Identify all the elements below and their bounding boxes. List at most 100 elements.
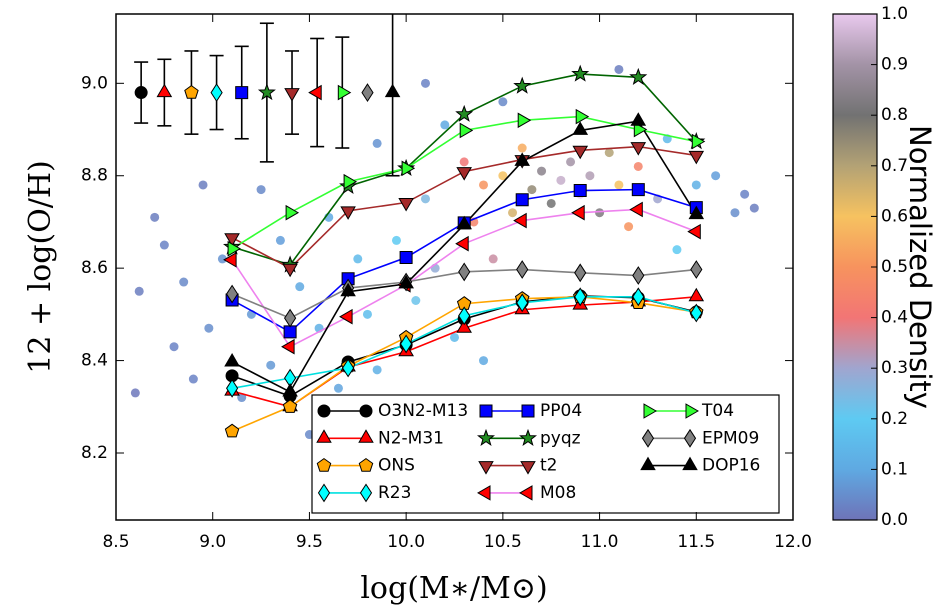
density-point: [730, 208, 740, 218]
marker: [459, 122, 474, 139]
colorbar-label: Normalized Density: [903, 125, 937, 409]
colorbar-tick-label: 0.8: [881, 105, 908, 125]
marker: [477, 428, 495, 446]
marker: [308, 84, 322, 101]
density-point: [479, 356, 489, 366]
marker: [571, 204, 585, 221]
colorbar-tick-label: 0.7: [881, 156, 908, 176]
marker: [630, 112, 647, 126]
density-point: [450, 332, 459, 342]
marker: [518, 485, 533, 501]
marker: [631, 183, 645, 197]
density-point: [256, 185, 266, 195]
marker: [571, 64, 590, 82]
y-tick-label: 8.4: [81, 351, 108, 371]
y-tick-label: 8.6: [81, 258, 108, 278]
density-point: [595, 208, 605, 218]
x-tick-label: 9.5: [296, 532, 323, 552]
marker: [224, 233, 240, 247]
density-point: [295, 282, 305, 292]
marker: [690, 303, 703, 323]
density-point: [217, 254, 227, 264]
marker: [359, 404, 373, 418]
marker: [401, 160, 416, 177]
colorbar-tick-label: 0.1: [881, 459, 908, 479]
marker: [455, 235, 469, 252]
marker: [358, 457, 374, 472]
marker: [572, 145, 589, 160]
marker: [235, 86, 249, 100]
marker: [688, 287, 705, 302]
legend-box: [311, 394, 780, 514]
x-tick-label: 9.0: [199, 532, 226, 552]
marker: [458, 306, 471, 326]
density-point: [372, 365, 382, 375]
density-point: [159, 240, 169, 250]
marker: [210, 83, 223, 103]
density-point: [130, 388, 140, 398]
marker: [513, 212, 527, 229]
legend-label: ONS: [378, 456, 415, 476]
marker: [399, 251, 413, 264]
density-point: [198, 180, 208, 190]
y-tick-label: 8.8: [81, 166, 108, 186]
marker: [226, 378, 239, 398]
density-point: [204, 323, 214, 333]
density-point: [624, 222, 634, 232]
marker: [342, 358, 355, 378]
colorbar-tick-label: 0.5: [881, 257, 908, 277]
marker: [520, 461, 536, 475]
density-point: [527, 185, 537, 195]
x-axis-label: log(M∗/M⊙): [360, 571, 547, 606]
density-point: [411, 296, 421, 306]
density-point: [498, 97, 508, 107]
marker: [224, 423, 240, 438]
marker: [284, 308, 297, 328]
plot-area: [130, 14, 759, 440]
colorbar-tick-label: 0.9: [881, 55, 908, 75]
density-point: [556, 175, 566, 185]
marker: [632, 266, 645, 285]
legend-label: EPM09: [702, 428, 759, 448]
marker: [134, 86, 148, 100]
density-point: [614, 64, 624, 74]
marker: [519, 428, 537, 446]
colorbar-tick-label: 0.3: [881, 358, 908, 378]
density-point: [711, 171, 721, 181]
marker: [257, 83, 276, 101]
density-point: [633, 161, 643, 171]
marker: [574, 287, 587, 307]
marker: [340, 282, 356, 297]
density-point: [479, 180, 489, 190]
marker: [476, 485, 491, 501]
density-point: [333, 383, 343, 393]
density-point: [488, 254, 498, 264]
colorbar: [832, 13, 878, 521]
marker: [340, 206, 356, 220]
marker: [575, 108, 590, 125]
density-point: [749, 203, 759, 213]
marker: [359, 483, 373, 503]
legend-label: N2-M31: [378, 428, 444, 448]
axes-frame: [115, 13, 794, 521]
y-axis-label: 12 + log(O/H): [23, 160, 58, 374]
marker: [688, 205, 705, 220]
marker: [398, 274, 414, 289]
colorbar-tick-label: 0.0: [881, 510, 908, 530]
marker: [691, 133, 706, 150]
density-point: [179, 277, 189, 287]
marker: [458, 262, 471, 282]
marker: [573, 184, 587, 197]
colorbar-tick-label: 1.0: [881, 4, 908, 24]
density-point: [585, 171, 595, 181]
marker: [156, 83, 173, 98]
density-point: [266, 360, 276, 370]
marker: [632, 287, 645, 307]
density-point: [362, 309, 372, 319]
marker: [224, 353, 240, 367]
legend-label: T04: [701, 401, 734, 421]
x-tick-label: 10.5: [484, 532, 522, 552]
density-point: [169, 342, 179, 352]
marker: [640, 456, 656, 471]
